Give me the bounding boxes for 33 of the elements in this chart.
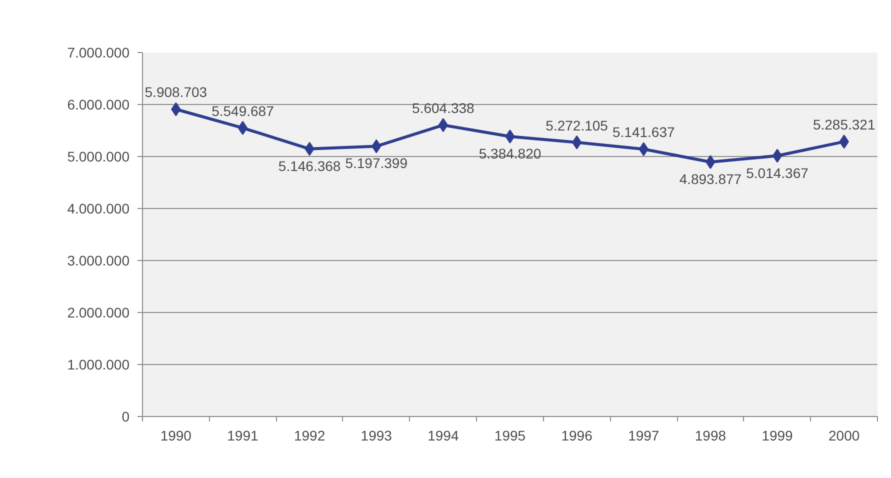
point bbox=[438, 118, 448, 132]
x-tick-label: 1994 bbox=[428, 428, 459, 444]
x-tick-label: 1999 bbox=[762, 428, 794, 444]
data-label: 4.893.877 bbox=[679, 171, 742, 188]
x-tick-label: 1996 bbox=[561, 428, 593, 444]
data-label: 5.146.368 bbox=[278, 158, 341, 174]
point bbox=[238, 120, 248, 135]
y-tick-label: 5.000.000 bbox=[67, 148, 130, 164]
x-tick-label: 1997 bbox=[628, 428, 660, 444]
x-tick-label: 1995 bbox=[494, 428, 526, 444]
point bbox=[572, 135, 582, 150]
point bbox=[772, 148, 782, 163]
x-tick-label: 1990 bbox=[160, 428, 192, 444]
data-label: 5.285.321 bbox=[812, 116, 876, 133]
y-tick-label: 7.000.000 bbox=[67, 44, 130, 60]
data-label: 5.014.367 bbox=[746, 164, 809, 181]
data-label: 5.197.399 bbox=[345, 155, 408, 172]
data-label: 5.272.105 bbox=[546, 117, 608, 134]
y-tick-label: 2.000.000 bbox=[67, 304, 130, 320]
y-tick-label: 1.000.000 bbox=[67, 356, 130, 372]
data-label: 5.604.338 bbox=[412, 100, 475, 116]
y-tick-label: 6.000.000 bbox=[67, 96, 130, 112]
data-label: 5.141.637 bbox=[612, 124, 675, 140]
y-tick-label: 3.000.000 bbox=[67, 252, 130, 268]
data-label: 5.549.687 bbox=[212, 102, 274, 119]
x-tick-label: 1993 bbox=[360, 428, 392, 444]
y-tick-label: 0 bbox=[122, 408, 130, 424]
y-tick-label: 4.000.000 bbox=[67, 200, 130, 216]
x-tick-label: 1992 bbox=[294, 428, 326, 444]
data-label: 5.908.703 bbox=[144, 84, 208, 100]
x-tick-label: 1998 bbox=[694, 428, 726, 444]
x-tick-label: 1991 bbox=[227, 428, 259, 444]
x-tick-label: 2000 bbox=[828, 428, 860, 444]
